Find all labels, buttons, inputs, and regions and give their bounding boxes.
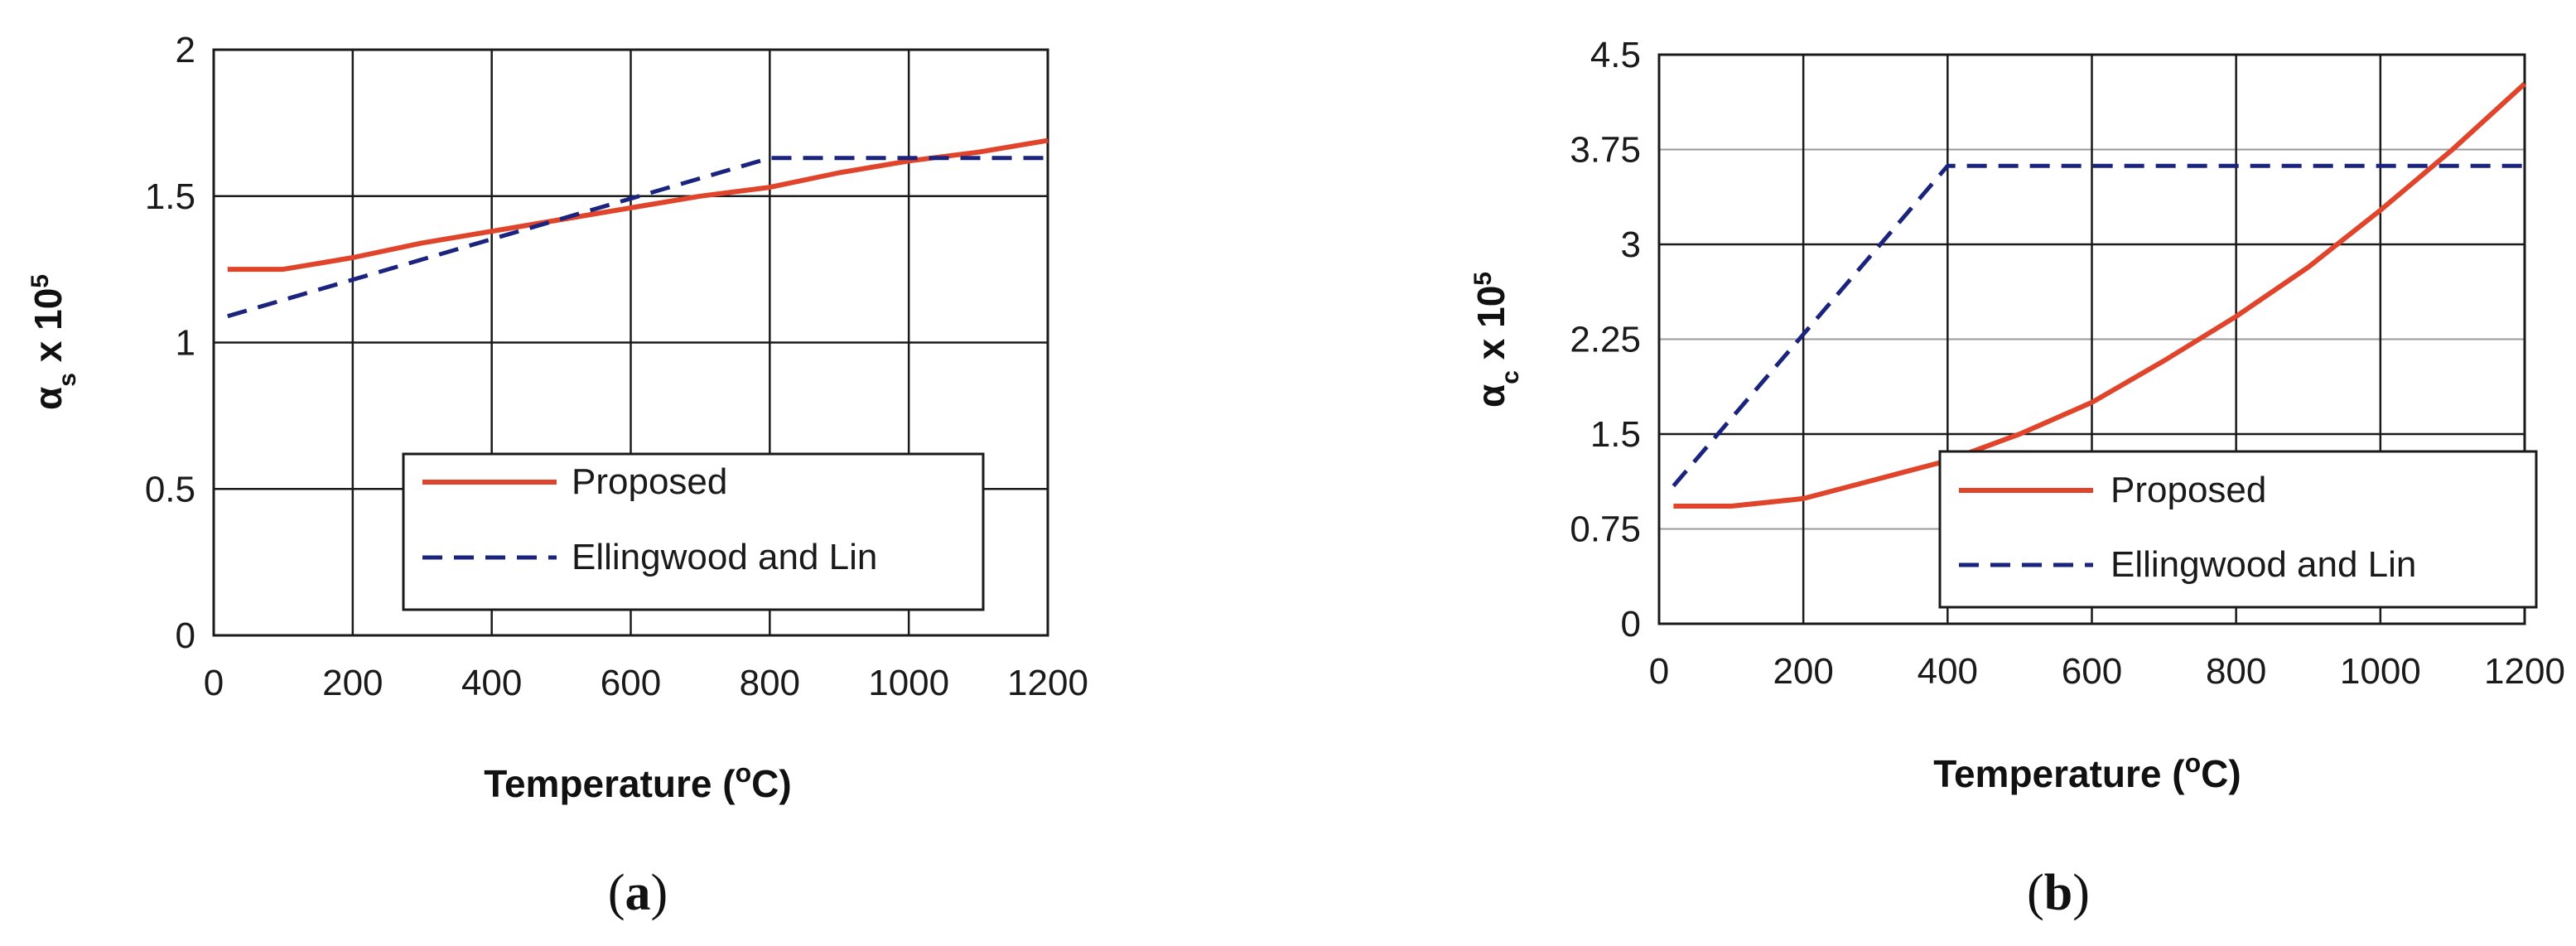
x-axis-title-tail: C) [2201, 752, 2241, 795]
x-tick-label: 400 [461, 663, 522, 703]
panel-b: 0 0.75 1.5 2.25 3 3.75 4.5 0 200 400 600 800 1000 120… [1469, 35, 2565, 921]
x-tick-label: 0 [1649, 651, 1669, 692]
x-axis-title-tail: C) [751, 762, 792, 805]
y-axis-title: αs x 105 [27, 274, 81, 410]
x-tick-label: 0 [204, 663, 224, 703]
panel-caption: (a) [608, 865, 668, 921]
x-axis-title: Temperature (oC) [1933, 748, 2241, 795]
x-tick-label: 600 [2062, 651, 2122, 692]
caption-close-paren: ) [651, 865, 668, 921]
y-axis-title-superscript: 5 [27, 274, 54, 288]
x-axis-title-superscript: o [2185, 748, 2202, 778]
series-line-ellingwood-and-lin [227, 156, 1048, 319]
caption-close-paren: ) [2072, 865, 2090, 921]
x-tick-label: 1200 [2484, 651, 2565, 692]
x-tick-label: 1200 [1007, 663, 1088, 703]
y-tick-label: 0 [1621, 604, 1641, 644]
y-axis-title-symbol: α [27, 387, 70, 410]
x-tick-label: 1000 [868, 663, 949, 703]
y-axis-title-text: x 10 [1469, 286, 1512, 370]
y-tick-label: 1.5 [1590, 414, 1641, 455]
series-line-ellingwood-and-lin [1672, 163, 2525, 488]
y-tick-label: 0 [176, 615, 195, 656]
x-axis-title: Temperature (oC) [484, 758, 791, 805]
y-axis-title-subscript: c [1497, 370, 1524, 384]
panel-a: 0 0.5 1 1.5 2 0 200 400 600 800 1000 1200 Temperatur… [27, 30, 1088, 921]
legend-box [1938, 450, 2538, 609]
y-tick-label: 3.75 [1570, 130, 1641, 171]
legend-label: Proposed [572, 461, 727, 502]
y-axis-title: αc x 105 [1469, 272, 1524, 408]
x-axis-title-text: Temperature ( [1933, 752, 2185, 795]
y-tick-label: 2.25 [1570, 320, 1641, 360]
y-tick-label: 0.5 [145, 469, 195, 509]
y-tick-label: 1 [176, 323, 195, 364]
x-tick-label: 200 [1773, 651, 1833, 692]
legend-label: Ellingwood and Lin [2110, 544, 2416, 585]
y-axis-title-superscript: 5 [1469, 272, 1497, 286]
y-tick-label: 0.75 [1570, 509, 1641, 550]
x-tick-label: 600 [601, 663, 661, 703]
y-axis-title-subscript: s [54, 373, 81, 387]
panel-caption: (b) [2027, 865, 2090, 921]
legend-label: Proposed [2110, 470, 2266, 510]
series-line-proposed [1673, 81, 2527, 509]
caption-open-paren: ( [608, 865, 625, 921]
x-axis-title-text: Temperature ( [484, 762, 736, 805]
x-tick-label: 1000 [2340, 651, 2421, 692]
x-tick-label: 800 [740, 663, 800, 703]
series-line-proposed [227, 138, 1049, 273]
y-tick-label: 2 [176, 30, 195, 70]
plot-area [1657, 53, 2526, 625]
x-tick-label: 400 [1918, 651, 1978, 692]
y-tick-label: 4.5 [1590, 35, 1641, 75]
x-tick-label: 800 [2206, 651, 2266, 692]
caption-open-paren: ( [2027, 865, 2044, 921]
y-tick-label: 3 [1621, 224, 1641, 265]
legend-label: Ellingwood and Lin [572, 537, 877, 577]
plot-area [212, 48, 1049, 637]
caption-letter: b [2044, 865, 2072, 921]
y-axis-title-text: x 10 [27, 288, 70, 373]
x-axis-title-superscript: o [736, 758, 752, 788]
y-axis-title-symbol: α [1469, 384, 1512, 408]
x-tick-label: 200 [322, 663, 383, 703]
y-tick-label: 1.5 [145, 176, 195, 217]
caption-letter: a [625, 865, 651, 921]
